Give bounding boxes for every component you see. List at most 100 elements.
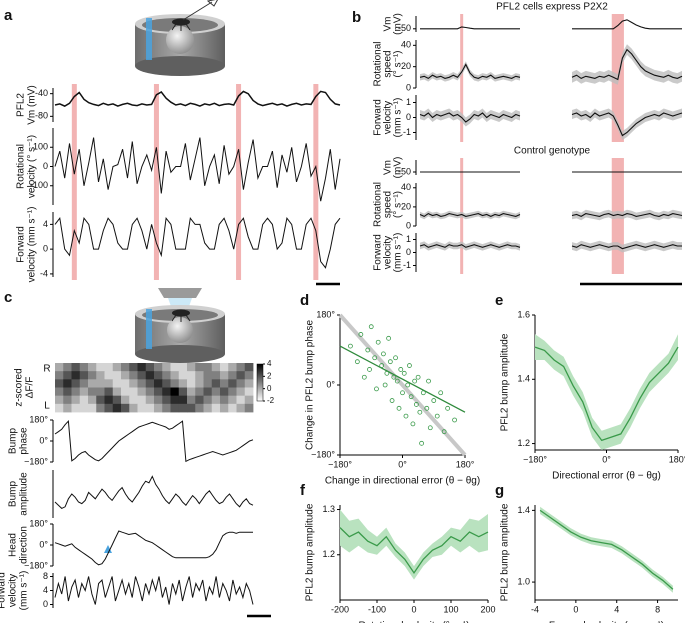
heatmap-cell	[170, 363, 180, 372]
scatter-point	[426, 378, 431, 384]
heatmap-cell	[79, 395, 89, 405]
x-axis-label: Rotational velocity (° s⁻¹)	[359, 621, 470, 623]
y-tick-label: 0°	[326, 379, 335, 389]
scatter-point	[368, 324, 374, 330]
error-band	[420, 108, 520, 127]
heatmap-cell	[112, 379, 122, 388]
scatter-point	[420, 390, 426, 396]
y-tick-label: 0	[406, 220, 411, 230]
scatter-point	[419, 440, 424, 446]
heatmap-cell	[178, 395, 188, 405]
heatmap-cell	[203, 403, 213, 413]
heatmap-cell	[195, 403, 204, 413]
y-axis-label: Bump	[8, 428, 19, 455]
y-tick-label: −180°	[24, 456, 48, 466]
heatmap-cell	[236, 379, 246, 388]
x-tick-label: 0	[573, 604, 578, 614]
y-axis-label: (mm s⁻¹)	[19, 571, 30, 611]
y-axis-label: velocity	[383, 101, 394, 134]
heatmap-cell	[203, 371, 213, 380]
heatmap-cell	[228, 363, 237, 372]
scatter-point	[396, 405, 402, 411]
scatter-point	[398, 367, 404, 372]
scatter-point	[348, 343, 353, 349]
y-tick-label: 100	[33, 142, 48, 152]
heatmap-cell	[112, 371, 122, 380]
y-axis-label: PFL2 bump amplitude	[500, 333, 511, 431]
y-tick-label: 4	[43, 219, 48, 229]
x-tick-label: 180°	[456, 459, 475, 469]
trace	[572, 19, 682, 30]
heatmap-cell	[112, 363, 122, 372]
heatmap-cell	[170, 379, 180, 388]
heatmap-cell	[187, 387, 196, 397]
heatmap-cell	[71, 371, 81, 380]
heatmap-cell	[79, 387, 89, 397]
y-axis-label: (° s⁻¹)	[393, 50, 404, 77]
scatter-point	[445, 405, 451, 411]
y-axis-label: PFL2 bump amplitude	[500, 503, 511, 601]
scatter-point	[417, 409, 423, 415]
x-tick-label: 0°	[602, 454, 611, 464]
heatmap-cell	[154, 363, 163, 372]
heatmap-cell	[137, 371, 147, 380]
y-tick-label: -80	[35, 111, 48, 121]
y-tick-label: 0	[43, 244, 48, 254]
heatmap-cell	[121, 371, 130, 380]
x-tick-label: 0°	[398, 459, 407, 469]
y-axis-label: velocity	[383, 236, 394, 269]
y-tick-label: 180°	[29, 414, 48, 424]
heatmap-cell	[195, 395, 204, 405]
heatmap-cell	[228, 387, 237, 397]
heatmap-cell	[154, 387, 163, 397]
trace	[54, 420, 254, 463]
x-tick-label: 200	[480, 604, 495, 614]
heatmap-cell	[79, 403, 89, 413]
y-axis-label: Rotational	[16, 144, 27, 189]
heatmap-cell	[244, 403, 254, 413]
heatmap-cell	[154, 371, 163, 380]
line	[339, 527, 489, 575]
stimulus	[460, 14, 464, 142]
scatter-point	[427, 425, 433, 431]
trace	[419, 112, 521, 123]
heatmap-cell	[121, 403, 130, 413]
heatmap-cell	[195, 379, 204, 388]
heatmap-cell	[63, 363, 72, 372]
panel-letter: g	[495, 482, 504, 499]
y-tick-label: 0	[406, 82, 411, 92]
y-axis-label: Rotational	[373, 41, 384, 86]
y-tick-label: 20	[401, 61, 411, 71]
heatmap-cell	[55, 395, 64, 405]
trace	[420, 26, 520, 30]
heatmap-cell	[63, 387, 72, 397]
scatter-point	[424, 405, 430, 411]
y-axis-label: Head	[8, 533, 19, 557]
trace	[54, 216, 341, 269]
heatmap-cell	[220, 371, 229, 380]
error-band	[535, 334, 678, 450]
heatmap-cell	[211, 363, 221, 372]
y-tick-label: -100	[30, 180, 48, 190]
heatmap-cell	[137, 403, 147, 413]
heatmap-cell	[211, 395, 221, 405]
y-axis-label: velocity (° s⁻¹)	[27, 135, 38, 198]
heatmap-cell	[96, 379, 105, 388]
heatmap-cell	[236, 387, 246, 397]
heatmap-cell	[55, 387, 64, 397]
heatmap-cell	[211, 403, 221, 413]
heatmap-cell	[121, 395, 130, 405]
y-tick-label: 0	[406, 112, 411, 122]
y-tick-label: −180°	[24, 560, 48, 570]
scatter-point	[434, 413, 440, 419]
heatmap-cell	[195, 363, 204, 372]
heatmap-cell	[137, 387, 147, 397]
y-tick-label: 0°	[39, 539, 48, 549]
x-tick-label: 4	[614, 604, 619, 614]
colorbar-tick-label: 0	[267, 384, 272, 393]
heatmap-cell	[96, 395, 105, 405]
y-axis-label: phase	[19, 427, 30, 455]
line	[534, 346, 679, 442]
heatmap-cell	[129, 379, 138, 388]
y-tick-label: 1.2	[322, 549, 335, 559]
